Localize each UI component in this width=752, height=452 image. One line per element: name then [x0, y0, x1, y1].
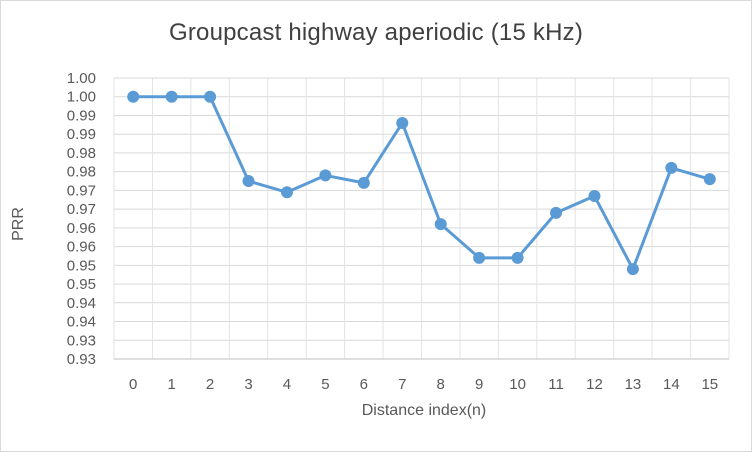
data-point [550, 206, 563, 219]
x-tick-label: 14 [663, 376, 680, 393]
y-tick-label: 0.93 [67, 332, 96, 349]
data-point [242, 175, 255, 188]
y-tick-label: 0.97 [67, 182, 96, 199]
data-point [434, 218, 447, 231]
x-tick-label: 12 [586, 376, 603, 393]
data-point [665, 161, 678, 174]
x-tick-label: 0 [129, 376, 137, 393]
y-tick-label: 0.98 [67, 145, 96, 162]
x-tick-label: 4 [283, 376, 291, 393]
x-tick-label: 9 [475, 376, 483, 393]
x-axis-label: Distance index(n) [361, 402, 487, 419]
x-tick-label: 10 [509, 376, 526, 393]
y-tick-label: 0.96 [67, 220, 96, 237]
data-point [396, 116, 409, 129]
y-tick-label: 0.98 [67, 164, 96, 181]
data-point [473, 251, 486, 264]
series-line [133, 95, 711, 271]
chart-title: Groupcast highway aperiodic (15 kHz) [168, 19, 584, 46]
x-tick-label: 3 [244, 376, 252, 393]
y-tick-label: 0.95 [67, 276, 96, 293]
y-tick-label: 0.94 [67, 314, 96, 331]
data-point [626, 263, 639, 276]
y-tick-label: 1.00 [67, 89, 96, 106]
y-tick-label: 0.95 [67, 257, 96, 274]
x-tick-label: 7 [398, 376, 406, 393]
data-point [703, 173, 716, 186]
x-tick-label: 1 [167, 376, 175, 393]
y-tick-label: 0.99 [67, 107, 96, 124]
y-tick-label: 0.93 [67, 351, 96, 368]
y-tick-label: 0.94 [67, 295, 96, 312]
x-tick-label: 5 [321, 376, 329, 393]
data-point [319, 169, 332, 182]
x-tick-label: 8 [437, 376, 445, 393]
x-tick-label: 2 [206, 376, 214, 393]
x-tick-label: 15 [701, 376, 718, 393]
y-tick-label: 0.97 [67, 201, 96, 218]
x-tick-label: 6 [360, 376, 368, 393]
x-tick-label: 13 [625, 376, 642, 393]
y-tick-label: 0.99 [67, 126, 96, 143]
y-tick-label: 0.96 [67, 239, 96, 256]
data-point [204, 90, 217, 103]
data-point [588, 190, 601, 203]
data-point [280, 186, 293, 199]
data-point [165, 90, 178, 103]
data-point [511, 251, 524, 264]
data-point [127, 90, 140, 103]
x-tick-label: 11 [548, 376, 564, 393]
data-point [357, 176, 370, 189]
y-tick-label: 1.00 [67, 70, 96, 87]
